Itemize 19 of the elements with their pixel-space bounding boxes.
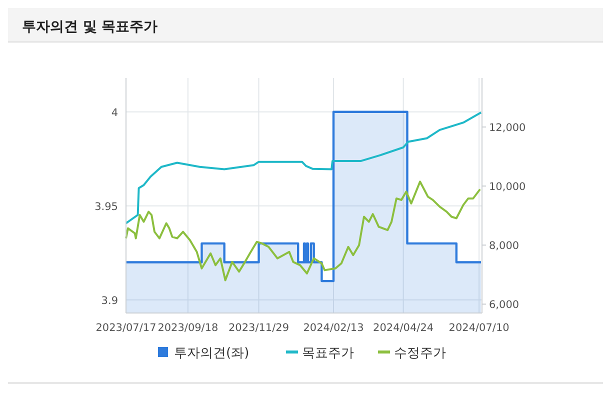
y2-tick-label: 10,000 bbox=[489, 181, 526, 194]
y2-tick-label: 8,000 bbox=[489, 240, 520, 252]
legend-label: 투자의견(좌) bbox=[174, 346, 250, 361]
x-tick-label: 2023/07/17 bbox=[96, 322, 156, 334]
x-tick-label: 2024/07/10 bbox=[448, 322, 510, 334]
y-tick-label: 3.95 bbox=[94, 200, 118, 213]
x-tick-label: 2024/04/24 bbox=[373, 322, 434, 334]
line-series bbox=[125, 112, 482, 224]
x-tick-label: 2023/09/18 bbox=[158, 322, 218, 334]
line-series bbox=[125, 180, 482, 282]
y2-tick-label: 12,000 bbox=[489, 122, 526, 134]
y-tick-label: 4 bbox=[111, 106, 118, 119]
x-tick-label: 2024/02/13 bbox=[303, 322, 364, 334]
x-tick-label: 2023/11/29 bbox=[228, 322, 290, 334]
chart-title: 투자의견 및 목표주가 bbox=[22, 19, 158, 35]
legend-label: 목표주가 bbox=[302, 346, 354, 361]
y-tick-label: 3.9 bbox=[101, 294, 118, 307]
y2-tick-label: 6,000 bbox=[489, 299, 520, 312]
legend-label: 수정주가 bbox=[394, 346, 446, 361]
